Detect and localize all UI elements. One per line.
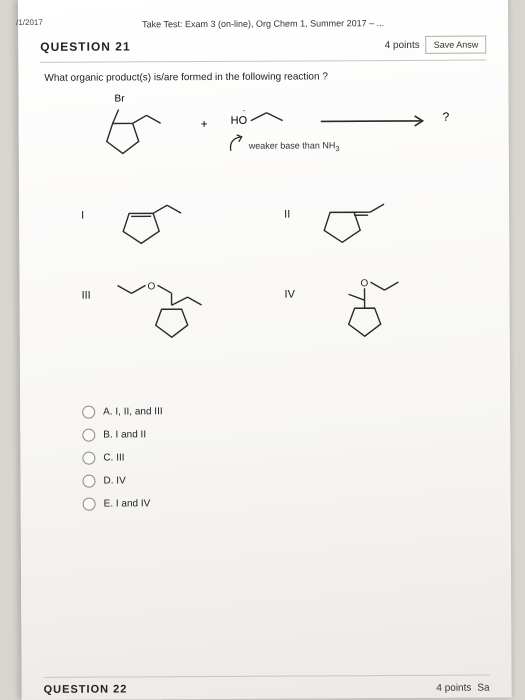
answer-option-b[interactable]: B. I and II <box>82 427 488 442</box>
answer-text-c: C. III <box>103 452 124 463</box>
question-number: QUESTION 21 <box>40 39 130 53</box>
structure-grid: I II <box>81 194 458 346</box>
structure-I-svg <box>109 195 195 251</box>
answer-option-c[interactable]: C. III <box>82 450 488 465</box>
answer-text-b: B. I and II <box>103 429 146 440</box>
question-prompt: What organic product(s) is/are formed in… <box>44 71 486 84</box>
reagent-chain <box>251 106 307 128</box>
structure-III-svg: O <box>109 275 229 346</box>
answer-option-e[interactable]: E. I and IV <box>83 496 489 511</box>
question-header: QUESTION 21 4 points Save Answ <box>40 36 486 63</box>
radio-d[interactable] <box>82 475 95 488</box>
structure-label-II: II <box>284 195 302 221</box>
answer-text-a: A. I, II, and III <box>103 406 163 417</box>
points-group: 4 points Save Answ <box>385 36 487 55</box>
radio-a[interactable] <box>82 406 95 419</box>
structure-II: II <box>284 194 457 251</box>
exam-page: /1/2017 Take Test: Exam 3 (on-line), Org… <box>18 0 512 700</box>
structure-label-III: III <box>81 276 99 302</box>
reagent-label: HO ¨ <box>231 115 248 127</box>
reaction-scheme: Br + HO ¨ <box>91 96 487 178</box>
plus-sign: + <box>201 117 208 131</box>
date-stamp: /1/2017 <box>16 18 43 27</box>
structure-label-I: I <box>81 196 99 222</box>
structure-I: I <box>81 195 254 252</box>
svg-text:O: O <box>360 278 368 289</box>
question-22-number: QUESTION 22 <box>44 683 128 695</box>
reactant-structure <box>85 103 175 163</box>
question-22-points: 4 points <box>436 682 471 693</box>
reagent-note-text: weaker base than NH <box>249 140 336 150</box>
radio-c[interactable] <box>82 452 95 465</box>
reagent-note: weaker base than NH3 <box>249 140 340 153</box>
reagent-note-sub: 3 <box>335 144 339 153</box>
question-22-save: Sa <box>477 682 489 693</box>
svg-text:O: O <box>147 281 155 292</box>
structure-III: III O <box>81 275 254 346</box>
answer-text-e: E. I and IV <box>104 498 151 509</box>
structure-IV: IV O <box>284 274 457 345</box>
answer-options: A. I, II, and III B. I and II C. III D. … <box>82 404 489 511</box>
exam-title: Take Test: Exam 3 (on-line), Org Chem 1,… <box>40 18 486 30</box>
curved-arrow-icon <box>227 133 249 155</box>
save-answer-button[interactable]: Save Answ <box>426 36 487 54</box>
structure-IV-svg: O <box>312 274 432 345</box>
reagent-block: HO ¨ <box>231 111 248 129</box>
structure-II-svg <box>312 194 402 250</box>
question-22-header: QUESTION 22 4 points Sa <box>44 675 490 696</box>
answer-option-a[interactable]: A. I, II, and III <box>82 404 488 419</box>
points-label: 4 points <box>385 39 420 50</box>
answer-option-d[interactable]: D. IV <box>82 473 488 488</box>
radio-e[interactable] <box>83 498 96 511</box>
radio-b[interactable] <box>82 429 95 442</box>
reaction-arrow-icon <box>321 114 431 129</box>
answer-text-d: D. IV <box>103 475 125 486</box>
structure-label-IV: IV <box>284 275 302 301</box>
product-question-mark: ? <box>443 110 450 124</box>
